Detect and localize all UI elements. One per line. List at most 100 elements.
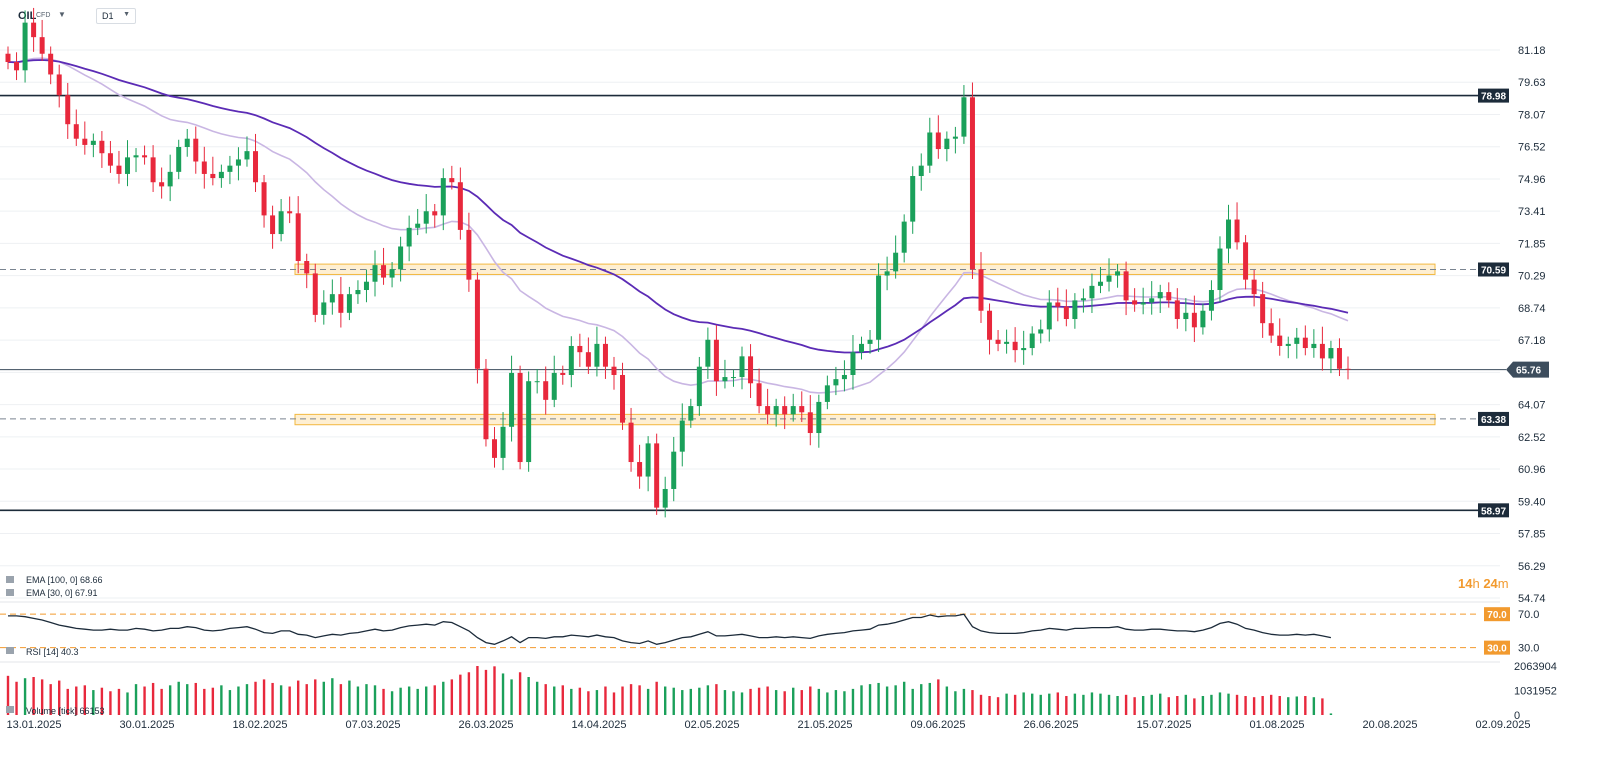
candle-body[interactable] xyxy=(1319,343,1325,359)
candle-body[interactable] xyxy=(381,265,387,278)
candle-body[interactable] xyxy=(227,165,233,172)
candle-body[interactable] xyxy=(1038,329,1044,334)
candle-body[interactable] xyxy=(48,53,54,75)
candle-body[interactable] xyxy=(210,173,216,179)
candle-body[interactable] xyxy=(176,146,182,172)
candle-body[interactable] xyxy=(82,138,88,145)
candle-body[interactable] xyxy=(713,339,719,382)
candle-body[interactable] xyxy=(389,269,395,278)
candle-body[interactable] xyxy=(1208,290,1214,311)
candle-body[interactable] xyxy=(1174,300,1180,320)
candle-body[interactable] xyxy=(987,310,993,340)
candle-body[interactable] xyxy=(807,412,813,434)
candle-body[interactable] xyxy=(31,22,37,38)
candle-body[interactable] xyxy=(1260,294,1266,324)
candle-body[interactable] xyxy=(1243,242,1249,280)
candle-body[interactable] xyxy=(1132,300,1138,305)
candle-body[interactable] xyxy=(474,279,480,369)
candle-body[interactable] xyxy=(116,165,122,174)
candle-body[interactable] xyxy=(969,97,975,270)
candle-body[interactable] xyxy=(142,155,148,158)
candle-body[interactable] xyxy=(270,215,276,235)
candle-body[interactable] xyxy=(398,246,404,270)
candle-body[interactable] xyxy=(73,124,79,139)
candle-body[interactable] xyxy=(910,176,916,222)
candle-body[interactable] xyxy=(961,97,967,137)
candle-body[interactable] xyxy=(773,406,779,415)
candle-body[interactable] xyxy=(662,488,668,508)
candle-body[interactable] xyxy=(927,132,933,166)
candle-body[interactable] xyxy=(287,211,293,214)
symbol-name[interactable]: OIL xyxy=(18,10,37,22)
candle-body[interactable] xyxy=(1294,337,1300,344)
candle-body[interactable] xyxy=(824,385,830,402)
candle-body[interactable] xyxy=(39,37,45,54)
candle-body[interactable] xyxy=(1115,271,1121,276)
candle-body[interactable] xyxy=(1063,306,1069,320)
candle-body[interactable] xyxy=(867,339,873,344)
candle-body[interactable] xyxy=(1012,341,1018,351)
candle-body[interactable] xyxy=(671,451,677,489)
candle-body[interactable] xyxy=(577,345,583,353)
candle-body[interactable] xyxy=(611,366,617,375)
candle-body[interactable] xyxy=(329,294,335,303)
candle-body[interactable] xyxy=(859,343,865,353)
symbol-dropdown-icon[interactable]: ▼ xyxy=(58,10,66,19)
candle-body[interactable] xyxy=(1123,271,1129,301)
candle-body[interactable] xyxy=(816,401,822,434)
candle-body[interactable] xyxy=(995,339,1001,344)
candle-body[interactable] xyxy=(1234,219,1240,243)
candle-body[interactable] xyxy=(1285,343,1291,346)
candle-body[interactable] xyxy=(1097,281,1103,286)
candle-body[interactable] xyxy=(1311,343,1317,349)
candle-body[interactable] xyxy=(312,273,318,315)
candle-body[interactable] xyxy=(133,155,139,158)
candle-body[interactable] xyxy=(876,275,882,340)
candle-body[interactable] xyxy=(543,381,549,400)
candle-body[interactable] xyxy=(167,171,173,187)
candle-body[interactable] xyxy=(799,406,805,413)
candle-body[interactable] xyxy=(526,381,532,463)
candle-body[interactable] xyxy=(1183,312,1189,320)
candle-body[interactable] xyxy=(491,439,497,458)
timeframe-select[interactable]: D1 ▼ xyxy=(96,8,136,24)
candle-body[interactable] xyxy=(22,22,28,71)
candle-body[interactable] xyxy=(5,53,11,63)
candle-body[interactable] xyxy=(201,161,207,174)
candle-body[interactable] xyxy=(1217,248,1223,291)
candle-body[interactable] xyxy=(1200,310,1206,328)
candle-body[interactable] xyxy=(884,271,890,276)
candle-body[interactable] xyxy=(841,374,847,380)
candle-body[interactable] xyxy=(1277,335,1283,346)
candle-body[interactable] xyxy=(551,372,557,400)
candle-body[interactable] xyxy=(107,153,113,166)
candle-body[interactable] xyxy=(901,221,907,253)
candle-body[interactable] xyxy=(1328,348,1334,359)
candle-body[interactable] xyxy=(1089,285,1095,299)
candle-body[interactable] xyxy=(517,372,523,463)
candle-body[interactable] xyxy=(90,140,96,145)
candle-body[interactable] xyxy=(423,211,429,224)
candle-body[interactable] xyxy=(99,140,105,154)
candle-body[interactable] xyxy=(1140,302,1146,305)
candle-body[interactable] xyxy=(594,343,600,367)
candle-body[interactable] xyxy=(628,422,634,463)
candle-body[interactable] xyxy=(346,294,352,313)
candle-body[interactable] xyxy=(748,356,754,384)
candle-body[interactable] xyxy=(483,368,489,440)
candle-body[interactable] xyxy=(56,74,62,96)
candle-body[interactable] xyxy=(696,366,702,407)
candle-body[interactable] xyxy=(952,136,958,139)
candle-body[interactable] xyxy=(568,345,574,375)
candle-body[interactable] xyxy=(184,138,190,147)
candle-body[interactable] xyxy=(1166,292,1172,301)
candle-body[interactable] xyxy=(1302,337,1308,349)
candle-body[interactable] xyxy=(406,227,412,247)
candle-body[interactable] xyxy=(14,62,20,71)
candle-body[interactable] xyxy=(850,352,856,375)
candle-body[interactable] xyxy=(244,151,250,160)
candle-body[interactable] xyxy=(440,178,446,216)
candle-body[interactable] xyxy=(1046,302,1052,330)
candle-body[interactable] xyxy=(756,383,762,407)
